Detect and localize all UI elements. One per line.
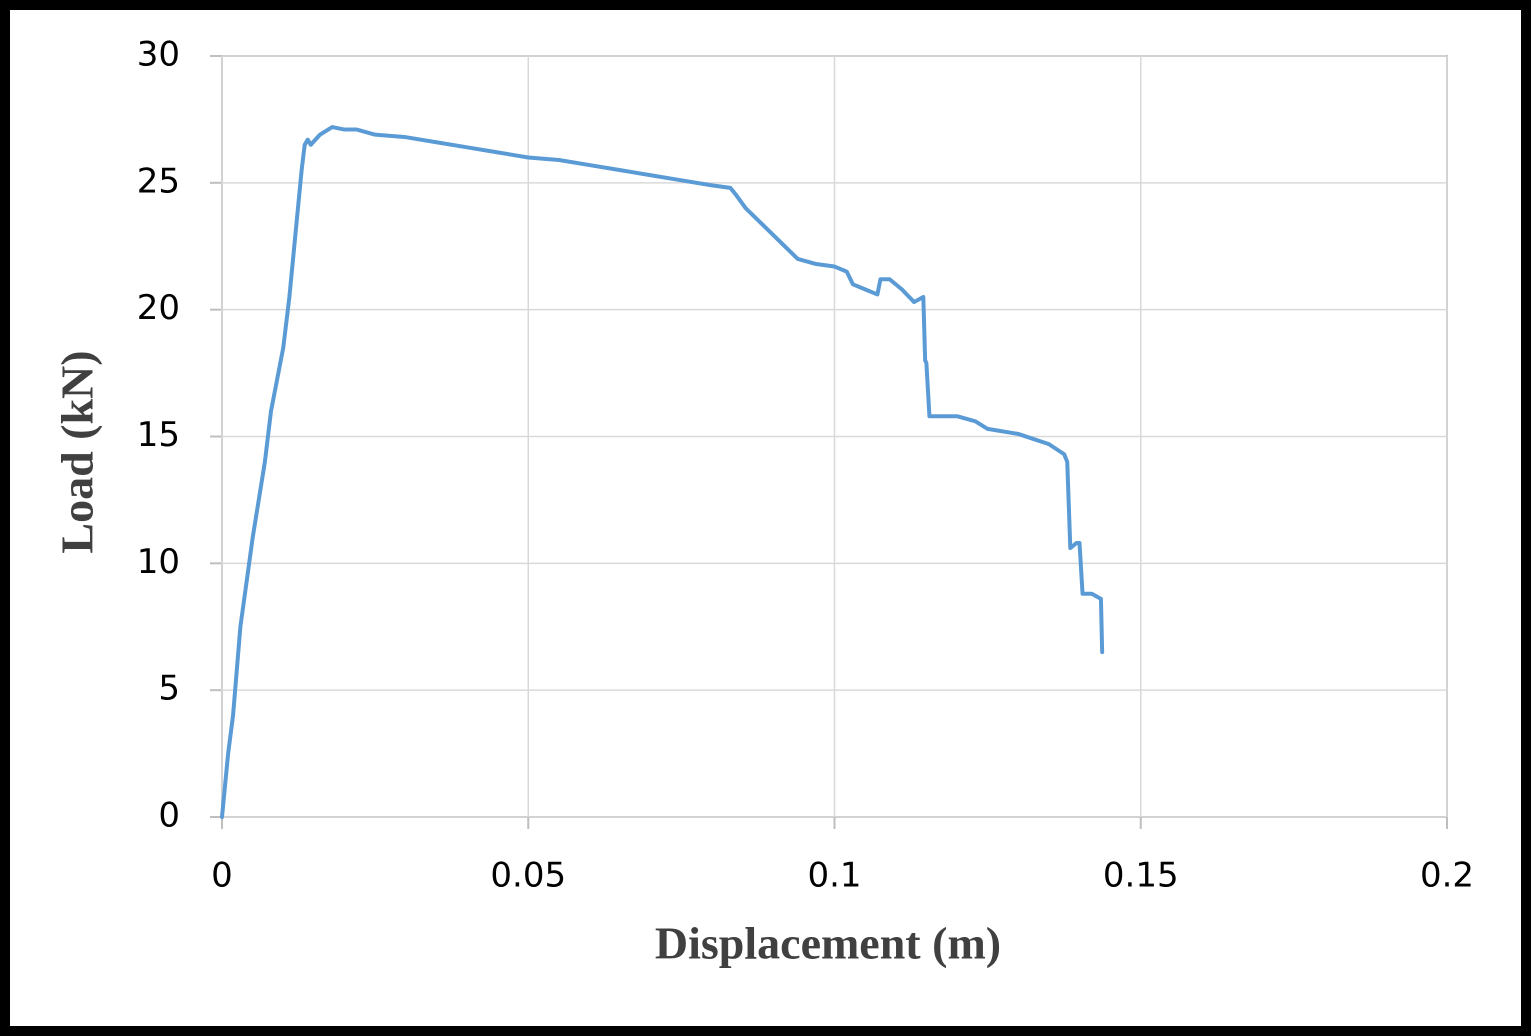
y-tick-label: 15 bbox=[137, 415, 180, 455]
y-axis-title: Load (kN) bbox=[52, 350, 103, 553]
x-tick-label: 0.1 bbox=[807, 856, 861, 896]
x-tick-label: 0.2 bbox=[1420, 856, 1474, 896]
y-tick-label: 5 bbox=[158, 669, 180, 709]
x-tick-label: 0.05 bbox=[490, 856, 566, 896]
y-tick-label: 20 bbox=[137, 288, 180, 328]
y-tick-label: 25 bbox=[137, 161, 180, 201]
x-tick-label: 0.15 bbox=[1103, 856, 1179, 896]
x-axis-title: Displacement (m) bbox=[655, 918, 1001, 969]
y-tick-label: 0 bbox=[158, 796, 180, 836]
y-tick-label: 10 bbox=[137, 542, 180, 582]
x-tick-label: 0 bbox=[211, 856, 233, 896]
y-tick-label: 30 bbox=[137, 35, 180, 75]
data-line bbox=[220, 125, 1105, 819]
